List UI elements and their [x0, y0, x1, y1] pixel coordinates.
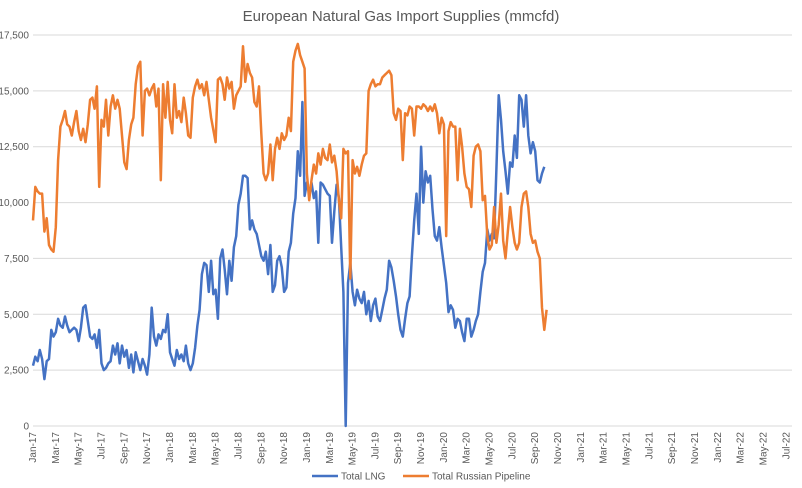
x-tick-label: May-17 [74, 432, 85, 466]
series-line-lng [31, 94, 546, 428]
x-tick-label: Jul-19 [370, 432, 381, 460]
x-tick-label: Jan-17 [28, 432, 39, 463]
y-tick-label: 12,500 [0, 142, 29, 153]
y-tick-label: 10,000 [0, 198, 29, 209]
series-line-russian-pipeline [31, 42, 548, 332]
x-tick-label: Sep-17 [119, 432, 130, 465]
x-tick-label: May-22 [758, 432, 769, 466]
chart-title: European Natural Gas Import Supplies (mm… [243, 8, 560, 25]
legend: Total LNG Total Russian Pipeline [312, 472, 531, 483]
x-axis-ticks: Jan-17 Mar-17 May-17 Jul-17 Sep-17 Nov-17 Jan-… [28, 432, 792, 466]
x-tick-label: Jul-22 [781, 432, 792, 460]
x-tick-label: May-19 [348, 432, 359, 466]
x-tick-label: Jan-18 [165, 432, 176, 463]
x-tick-label: Nov-21 [690, 432, 701, 465]
x-tick-label: Jul-17 [96, 432, 107, 460]
x-tick-label: Nov-19 [416, 432, 427, 465]
x-tick-label: Mar-18 [188, 432, 199, 464]
y-tick-label: 7,500 [4, 254, 29, 265]
x-tick-label: Nov-18 [279, 432, 290, 465]
x-tick-label: Mar-17 [51, 432, 62, 464]
x-tick-label: Mar-19 [325, 432, 336, 464]
grid-lines [33, 34, 792, 371]
x-tick-label: Jul-18 [233, 432, 244, 460]
x-tick-label: Jan-20 [439, 432, 450, 463]
legend-label-lng: Total LNG [341, 472, 386, 483]
x-tick-label: Jan-21 [576, 432, 587, 463]
y-tick-label: 0 [23, 422, 29, 433]
y-tick-label: 17,500 [0, 31, 29, 42]
y-tick-label: 5,000 [4, 310, 29, 321]
x-tick-label: May-20 [485, 432, 496, 466]
x-tick-label: Mar-21 [599, 432, 610, 464]
x-tick-label: Nov-20 [553, 432, 564, 465]
x-tick-label: Sep-21 [667, 432, 678, 465]
x-tick-label: Jan-22 [713, 432, 724, 463]
legend-label-russian-pipeline: Total Russian Pipeline [432, 472, 531, 483]
y-tick-label: 2,500 [4, 366, 29, 377]
x-tick-label: Mar-20 [462, 432, 473, 464]
x-tick-label: Sep-19 [393, 432, 404, 465]
x-tick-label: Sep-18 [256, 432, 267, 465]
x-tick-label: Jul-20 [507, 432, 518, 460]
x-tick-label: May-21 [622, 432, 633, 466]
series-lines [31, 42, 548, 428]
x-tick-label: Jan-19 [302, 432, 313, 463]
x-tick-label: Sep-20 [530, 432, 541, 465]
x-tick-label: Jul-21 [644, 432, 655, 460]
y-axis-ticks: 0 2,500 5,000 7,500 10,000 12,500 15,000 17,500 [0, 31, 29, 433]
y-tick-label: 15,000 [0, 86, 29, 97]
x-tick-label: Nov-17 [142, 432, 153, 465]
x-tick-label: May-18 [211, 432, 222, 466]
x-tick-label: Mar-22 [736, 432, 747, 464]
